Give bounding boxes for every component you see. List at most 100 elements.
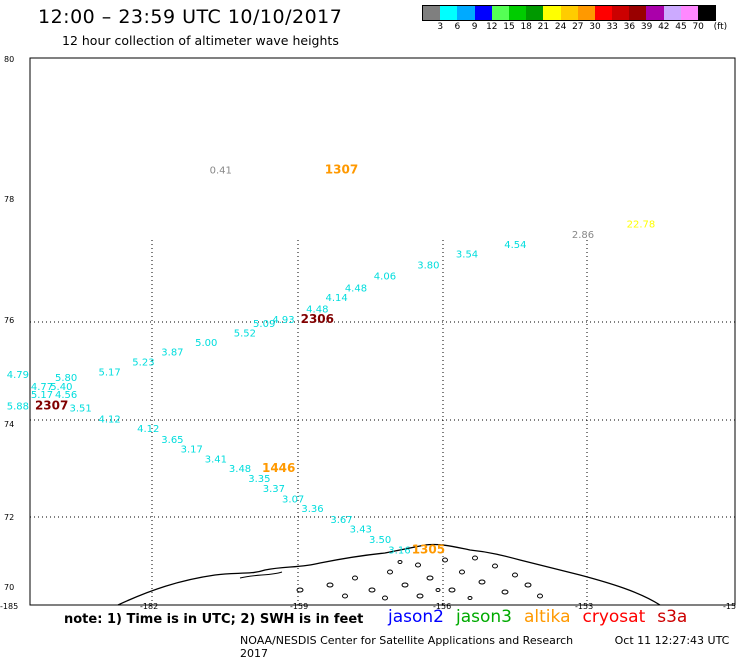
wave-height-label: 5.17 [31,390,53,401]
satellite-legend: jason2 jason3 altika cryosat s3a [388,607,699,627]
lon-tick-label: -185 [0,602,18,610]
colorbar-labels: 3 6 9 12 15 18 21 24 27 30 33 36 39 42 45 70 (ft) [422,22,740,34]
wave-height-label: 3.50 [369,535,391,546]
satellite-jason2: jason2 [388,607,444,627]
lon-tick-label: -159 [290,602,308,610]
wave-height-label: 5.00 [195,338,217,349]
colorbar-swatch [698,6,716,20]
coastline-path [117,543,661,606]
footer: NOAA/NESDIS Center for Satellite Applica… [240,634,740,660]
wave-height-label: 4.48 [345,283,367,294]
wave-height-label: 3.17 [181,444,203,455]
colorbar-swatch [594,6,613,20]
wave-height-label: 5.88 [7,401,29,412]
wave-height-label: 4.48 [306,304,328,315]
wave-height-colorbar [422,5,717,21]
colorbar-swatch [440,6,458,20]
lon-tick-label: -15 [723,602,736,610]
lon-tick-label: -153 [575,602,593,610]
colorbar-unit: (ft) [713,22,728,32]
wave-height-label: 3.37 [263,484,285,495]
wave-height-label: 22.78 [627,219,656,230]
lat-tick-label: 74 [4,420,14,429]
wave-height-label: 4.06 [374,271,396,282]
colorbar-label: 3 [437,22,444,32]
lat-tick-label: 70 [4,583,14,592]
wave-height-label: 4.93 [272,315,294,326]
colorbar-label: 12 [486,22,498,32]
wave-height-label: 3.54 [456,250,478,261]
wave-height-label: 3.41 [205,455,227,466]
colorbar-swatch [612,6,630,20]
colorbar-label: 15 [503,22,515,32]
axis-tick-labels: 80 78 76 74 72 70 -185 -182 -159 -156 -153 -15 [0,55,736,610]
colorbar-label: 24 [554,22,567,32]
wave-height-label: 3.35 [248,474,270,485]
colorbar-swatch [423,6,441,20]
colorbar-swatch [577,6,595,20]
wave-height-label: 4.77 [31,382,53,393]
wave-height-label: 3.48 [229,464,251,475]
colorbar-label: 27 [572,22,584,32]
lon-tick-label: -182 [140,602,158,610]
wave-height-label: 3.07 [282,494,304,505]
colorbar-swatch [560,6,578,20]
wave-height-label: 5.09 [253,319,275,330]
footer-credit: NOAA/NESDIS Center for Satellite Applica… [240,634,574,647]
time-label: 1307 [325,163,358,177]
wave-height-label: 0.41 [210,166,232,177]
wave-height-label: 3.65 [161,435,183,446]
satellite-altika: altika [524,607,571,627]
map-frame [29,57,736,606]
colorbar-label: 42 [658,22,670,32]
satellite-cryosat: cryosat [582,607,646,627]
time-label: 2306 [301,312,334,326]
wave-height-labels: 0.41 130722.782.864.543.543.804.064.484.1… [7,163,656,557]
wave-height-label: 3.16 [388,545,410,556]
wave-height-label: 3.43 [350,525,372,536]
colorbar-label: 33 [606,22,618,32]
wave-height-label: 3.67 [330,515,352,526]
wave-height-label: 3.87 [161,347,183,358]
satellite-s3a: s3a [657,607,688,627]
wave-height-label: 5.52 [234,329,256,340]
wave-height-label: 5.80 [55,373,77,384]
coastline-lagoon [239,571,283,579]
colorbar-swatch [629,6,647,20]
colorbar-swatch [457,6,475,20]
note-text: note: 1) Time is in UTC; 2) SWH is in fe… [64,612,364,627]
wave-height-label: 3.36 [301,504,323,515]
lat-tick-label: 72 [4,513,14,522]
colorbar-label: 6 [454,22,461,32]
page-subtitle: 12 hour collection of altimeter wave hei… [62,33,339,48]
lake-marks [296,555,543,601]
colorbar-label: 18 [520,22,532,32]
colorbar-swatch [646,6,664,20]
colorbar-label: 36 [623,22,636,32]
colorbar-label: 45 [675,22,687,32]
colorbar-swatch [526,6,544,20]
wave-height-label: 5.17 [98,367,120,378]
colorbar-swatch [491,6,509,20]
colorbar-swatch [543,6,561,20]
wave-height-label: 4.56 [55,390,77,401]
colorbar-swatch [680,6,698,20]
wave-height-label: 4.14 [326,293,348,304]
time-label: 1305 [412,542,445,556]
wave-height-label: 5.23 [132,358,154,369]
lat-tick-label: 80 [4,55,14,64]
colorbar-label: 39 [640,22,653,32]
wave-height-label: 4.12 [137,424,159,435]
colorbar-label: 70 [692,22,704,32]
wave-height-label: 4.79 [7,370,29,381]
lat-tick-label: 78 [4,195,14,204]
colorbar-label: 21 [537,22,550,32]
altimeter-map: 0.41 130722.782.864.543.543.804.064.484.1… [0,55,736,610]
alaska-coastline [117,543,661,606]
wave-height-label: 3.51 [70,403,92,414]
wave-height-label: 2.86 [572,230,594,241]
page-title: 12:00 – 23:59 UTC 10/10/2017 [38,6,343,28]
colorbar-swatch [474,6,492,20]
colorbar-swatch [663,6,681,20]
time-label: 2307 [35,398,68,412]
